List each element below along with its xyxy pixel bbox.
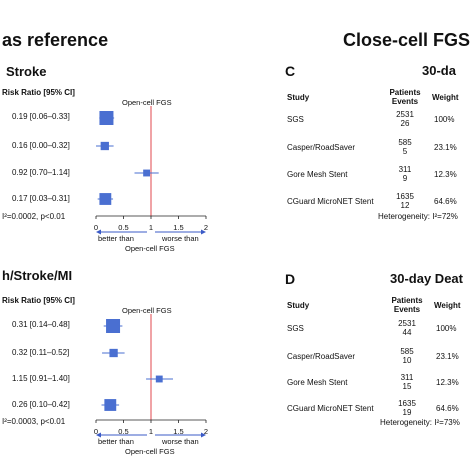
panel-c-weight: 100% bbox=[434, 115, 455, 124]
panel-d-study: SGS bbox=[287, 324, 304, 333]
effect-marker bbox=[106, 319, 121, 333]
panel-d-study: Casper/RoadSaver bbox=[287, 352, 356, 361]
panel-c-patients: 2531 bbox=[396, 110, 414, 119]
panel-c-patients-header: Patients bbox=[389, 88, 421, 97]
panel-d-weight: 100% bbox=[436, 324, 457, 333]
panel-b-worse-label: worse than bbox=[162, 437, 199, 446]
panel-c-events: 5 bbox=[402, 147, 408, 156]
x-tick-label: 0.5 bbox=[118, 223, 128, 232]
panel-d-patients: 2531 bbox=[398, 319, 416, 328]
panel-d-weight: 23.1% bbox=[436, 352, 459, 361]
better-arrowhead bbox=[96, 432, 101, 438]
panel-a-ci-row: 0.16 [0.00–0.32] bbox=[12, 141, 70, 150]
panel-c-title: 30-da bbox=[422, 63, 456, 78]
panel-d-heterogeneity: Heterogeneity: I²=73% bbox=[380, 418, 460, 427]
better-arrowhead bbox=[96, 229, 101, 235]
panel-d-title: 30-day Deat bbox=[390, 271, 463, 286]
panel-d-events: 44 bbox=[402, 328, 412, 337]
x-tick-label: 0 bbox=[94, 223, 98, 232]
worse-arrowhead bbox=[201, 432, 206, 438]
effect-marker bbox=[99, 193, 112, 205]
panel-a-ci-row: 0.19 [0.06–0.33] bbox=[12, 112, 70, 121]
x-tick-label: 1 bbox=[149, 427, 153, 436]
panel-c-patients: 1635 bbox=[396, 192, 414, 201]
panel-d-letter: D bbox=[285, 271, 296, 287]
panel-d-weight: 12.3% bbox=[436, 378, 459, 387]
panel-a-ci-row: 0.17 [0.03–0.31] bbox=[12, 194, 70, 203]
x-tick-label: 0.5 bbox=[118, 427, 128, 436]
x-tick-label: 2 bbox=[204, 223, 208, 232]
panel-b-ci-row: 0.31 [0.14–0.48] bbox=[12, 320, 70, 329]
effect-marker bbox=[143, 169, 151, 177]
panel-d-events: 15 bbox=[402, 382, 412, 391]
panel-d-study-header: Study bbox=[287, 301, 310, 310]
panel-b-title: h/Stroke/MI bbox=[2, 268, 73, 283]
effect-marker bbox=[155, 375, 163, 383]
panel-a-worse-label: worse than bbox=[162, 234, 199, 243]
panel-d-study: CGuard MicroNET Stent bbox=[287, 404, 374, 413]
panel-c-weight: 64.6% bbox=[434, 197, 457, 206]
left-heading: as reference bbox=[2, 30, 109, 50]
x-tick-label: 0 bbox=[94, 427, 98, 436]
panel-c-events: 26 bbox=[400, 119, 410, 128]
panel-b-ci-row: 0.32 [0.11–0.52] bbox=[12, 348, 70, 357]
x-tick-label: 1.5 bbox=[173, 223, 183, 232]
panel-a-below-axis: Open-cell FGS bbox=[125, 244, 175, 253]
panel-d-patients: 585 bbox=[400, 347, 414, 356]
panel-b-ci-header: Risk Ratio [95% CI] bbox=[2, 296, 75, 305]
effect-marker bbox=[104, 399, 117, 411]
panel-c-letter: C bbox=[285, 63, 296, 79]
panel-a-ci-row: 0.92 [0.70–1.14] bbox=[12, 168, 70, 177]
panel-c-study: CGuard MicroNET Stent bbox=[287, 197, 374, 206]
panel-c-study-header: Study bbox=[287, 93, 310, 102]
right-heading: Close-cell FGS bbox=[343, 30, 471, 50]
effect-marker bbox=[100, 141, 109, 151]
panel-c-patients: 311 bbox=[398, 165, 412, 174]
panel-c-heterogeneity: Heterogeneity: I²=72% bbox=[378, 212, 458, 221]
panel-c-events: 9 bbox=[402, 174, 408, 183]
panel-d-weight: 64.6% bbox=[436, 404, 459, 413]
panel-b-heterogeneity: I²=0.0003, p<0.01 bbox=[2, 417, 66, 426]
panel-d-events-header: Events bbox=[393, 305, 421, 314]
panel-a-heterogeneity: I²=0.0002, p<0.01 bbox=[2, 212, 66, 221]
x-tick-label: 1 bbox=[149, 223, 153, 232]
effect-marker bbox=[109, 348, 118, 358]
panel-b-ci-row: 1.15 [0.91–1.40] bbox=[12, 374, 70, 383]
panel-b-below-axis: Open-cell FGS bbox=[125, 447, 175, 456]
panel-c-weight: 12.3% bbox=[434, 170, 457, 179]
panel-a-axis-title: Open-cell FGS bbox=[122, 98, 172, 107]
effect-marker bbox=[99, 111, 114, 125]
worse-arrowhead bbox=[201, 229, 206, 235]
panel-b-axis-title: Open-cell FGS bbox=[122, 306, 172, 315]
panel-a-better-label: better than bbox=[98, 234, 134, 243]
panel-c-study: SGS bbox=[287, 115, 304, 124]
panel-c-events: 12 bbox=[400, 201, 410, 210]
x-tick-label: 2 bbox=[204, 427, 208, 436]
panel-a-title: Stroke bbox=[6, 64, 47, 79]
panel-c-weight: 23.1% bbox=[434, 143, 457, 152]
panel-d-events: 10 bbox=[402, 356, 412, 365]
panel-d-events: 19 bbox=[402, 408, 412, 417]
panel-d-patients: 311 bbox=[400, 373, 414, 382]
panel-a-ci-header: Risk Ratio [95% CI] bbox=[2, 88, 75, 97]
panel-c-weight-header: Weight bbox=[432, 93, 459, 102]
panel-c-patients: 585 bbox=[398, 138, 412, 147]
panel-b-ci-row: 0.26 [0.10–0.42] bbox=[12, 400, 70, 409]
panel-b-better-label: better than bbox=[98, 437, 134, 446]
panel-d-patients: 1635 bbox=[398, 399, 416, 408]
panel-c-events-header: Events bbox=[391, 97, 419, 106]
panel-c-study: Casper/RoadSaver bbox=[287, 143, 356, 152]
panel-d-weight-header: Weight bbox=[434, 301, 461, 310]
panel-c-study: Gore Mesh Stent bbox=[287, 170, 348, 179]
x-tick-label: 1.5 bbox=[173, 427, 183, 436]
panel-d-patients-header: Patients bbox=[391, 296, 423, 305]
panel-d-study: Gore Mesh Stent bbox=[287, 378, 348, 387]
